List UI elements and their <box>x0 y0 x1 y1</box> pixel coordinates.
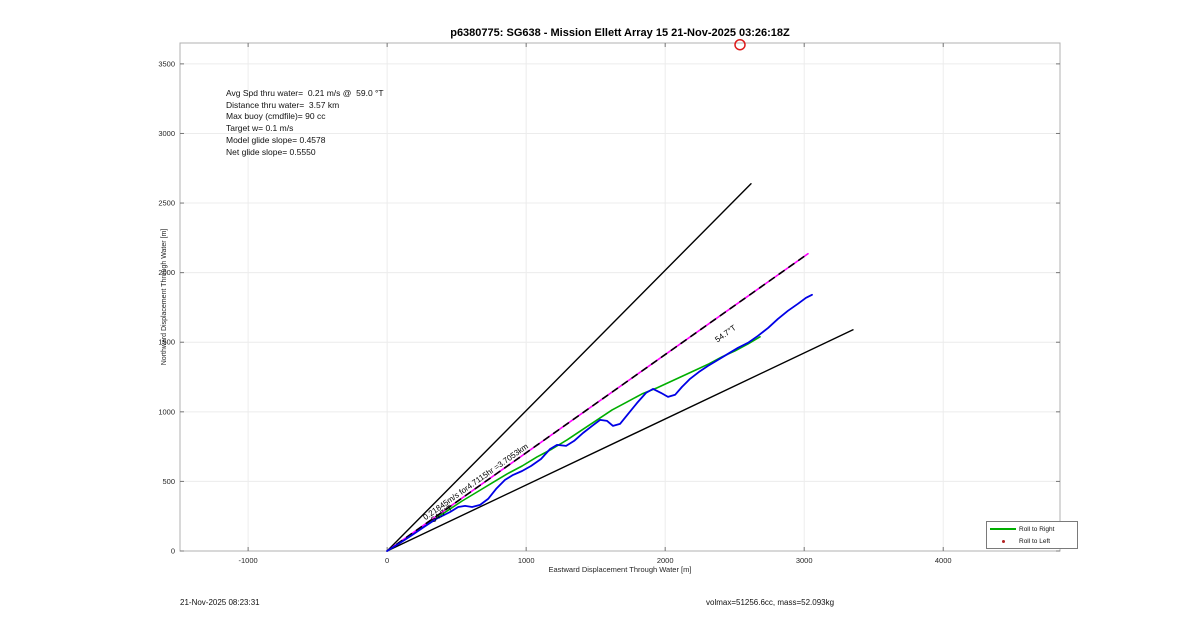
x-tick-label: 4000 <box>935 556 952 565</box>
stats-line-1: Distance thru water= 3.57 km <box>226 99 340 110</box>
y-axis-label: Northward Displacement Through Water [m] <box>161 229 168 366</box>
stats-line-2: Max buoy (cmdfile)= 90 cc <box>226 111 326 122</box>
y-tick-label: 2500 <box>158 199 175 208</box>
y-tick-label: 3000 <box>158 129 175 138</box>
y-tick-label: 500 <box>162 477 175 486</box>
y-tick-label: 1000 <box>158 407 175 416</box>
track-through-water <box>386 293 813 552</box>
legend: Roll to Right Roll to Left <box>986 521 1078 549</box>
plot-title: p6380775: SG638 - Mission Ellett Array 1… <box>450 27 790 39</box>
y-tick-label: 3500 <box>158 59 175 68</box>
x-tick-label: -1000 <box>239 556 258 565</box>
stats-line-5: Net glide slope= 0.5550 <box>226 146 316 157</box>
roll-to-right-track <box>386 335 761 552</box>
y-tick-label: 2000 <box>158 268 175 277</box>
highlight-circle-marker <box>734 38 746 51</box>
model-bearing-upper <box>386 182 752 552</box>
stats-annotation-block: Avg Spd thru water= 0.21 m/s @ 59.0 °T Di… <box>226 88 384 158</box>
legend-label: Roll to Left <box>1019 537 1051 545</box>
bearing-label-mid: 54.7°T <box>713 323 738 344</box>
stats-line-4: Model glide slope= 0.4578 <box>226 134 326 145</box>
stats-line-0: Avg Spd thru water= 0.21 m/s @ 59.0 °T <box>226 88 384 98</box>
footer-timestamp: 21-Nov-2025 08:23:31 <box>180 598 260 607</box>
y-tick-label: 1500 <box>158 338 175 347</box>
model-bearing-lower <box>386 329 854 552</box>
x-tick-label: 1000 <box>518 556 535 565</box>
stats-line-3: Target w= 0.1 m/s <box>226 123 294 134</box>
y-tick-label: 0 <box>171 547 175 556</box>
legend-line-sample-icon <box>987 528 1019 530</box>
net-displacement-dash-overlay <box>386 252 809 552</box>
legend-label: Roll to Right <box>1019 525 1055 533</box>
legend-entry-1: Roll to Left <box>987 535 1077 547</box>
legend-dot-sample-icon <box>987 539 1019 543</box>
x-tick-label: 0 <box>385 556 389 565</box>
legend-entry-0: Roll to Right <box>987 523 1077 535</box>
plot-border <box>179 42 1061 552</box>
footer-volmax-mass: volmax=51256.6cc, mass=52.093kg <box>706 598 835 607</box>
x-tick-label: 2000 <box>657 556 674 565</box>
x-tick-label: 3000 <box>796 556 813 565</box>
x-axis-label: Eastward Displacement Through Water [m] <box>549 565 692 574</box>
